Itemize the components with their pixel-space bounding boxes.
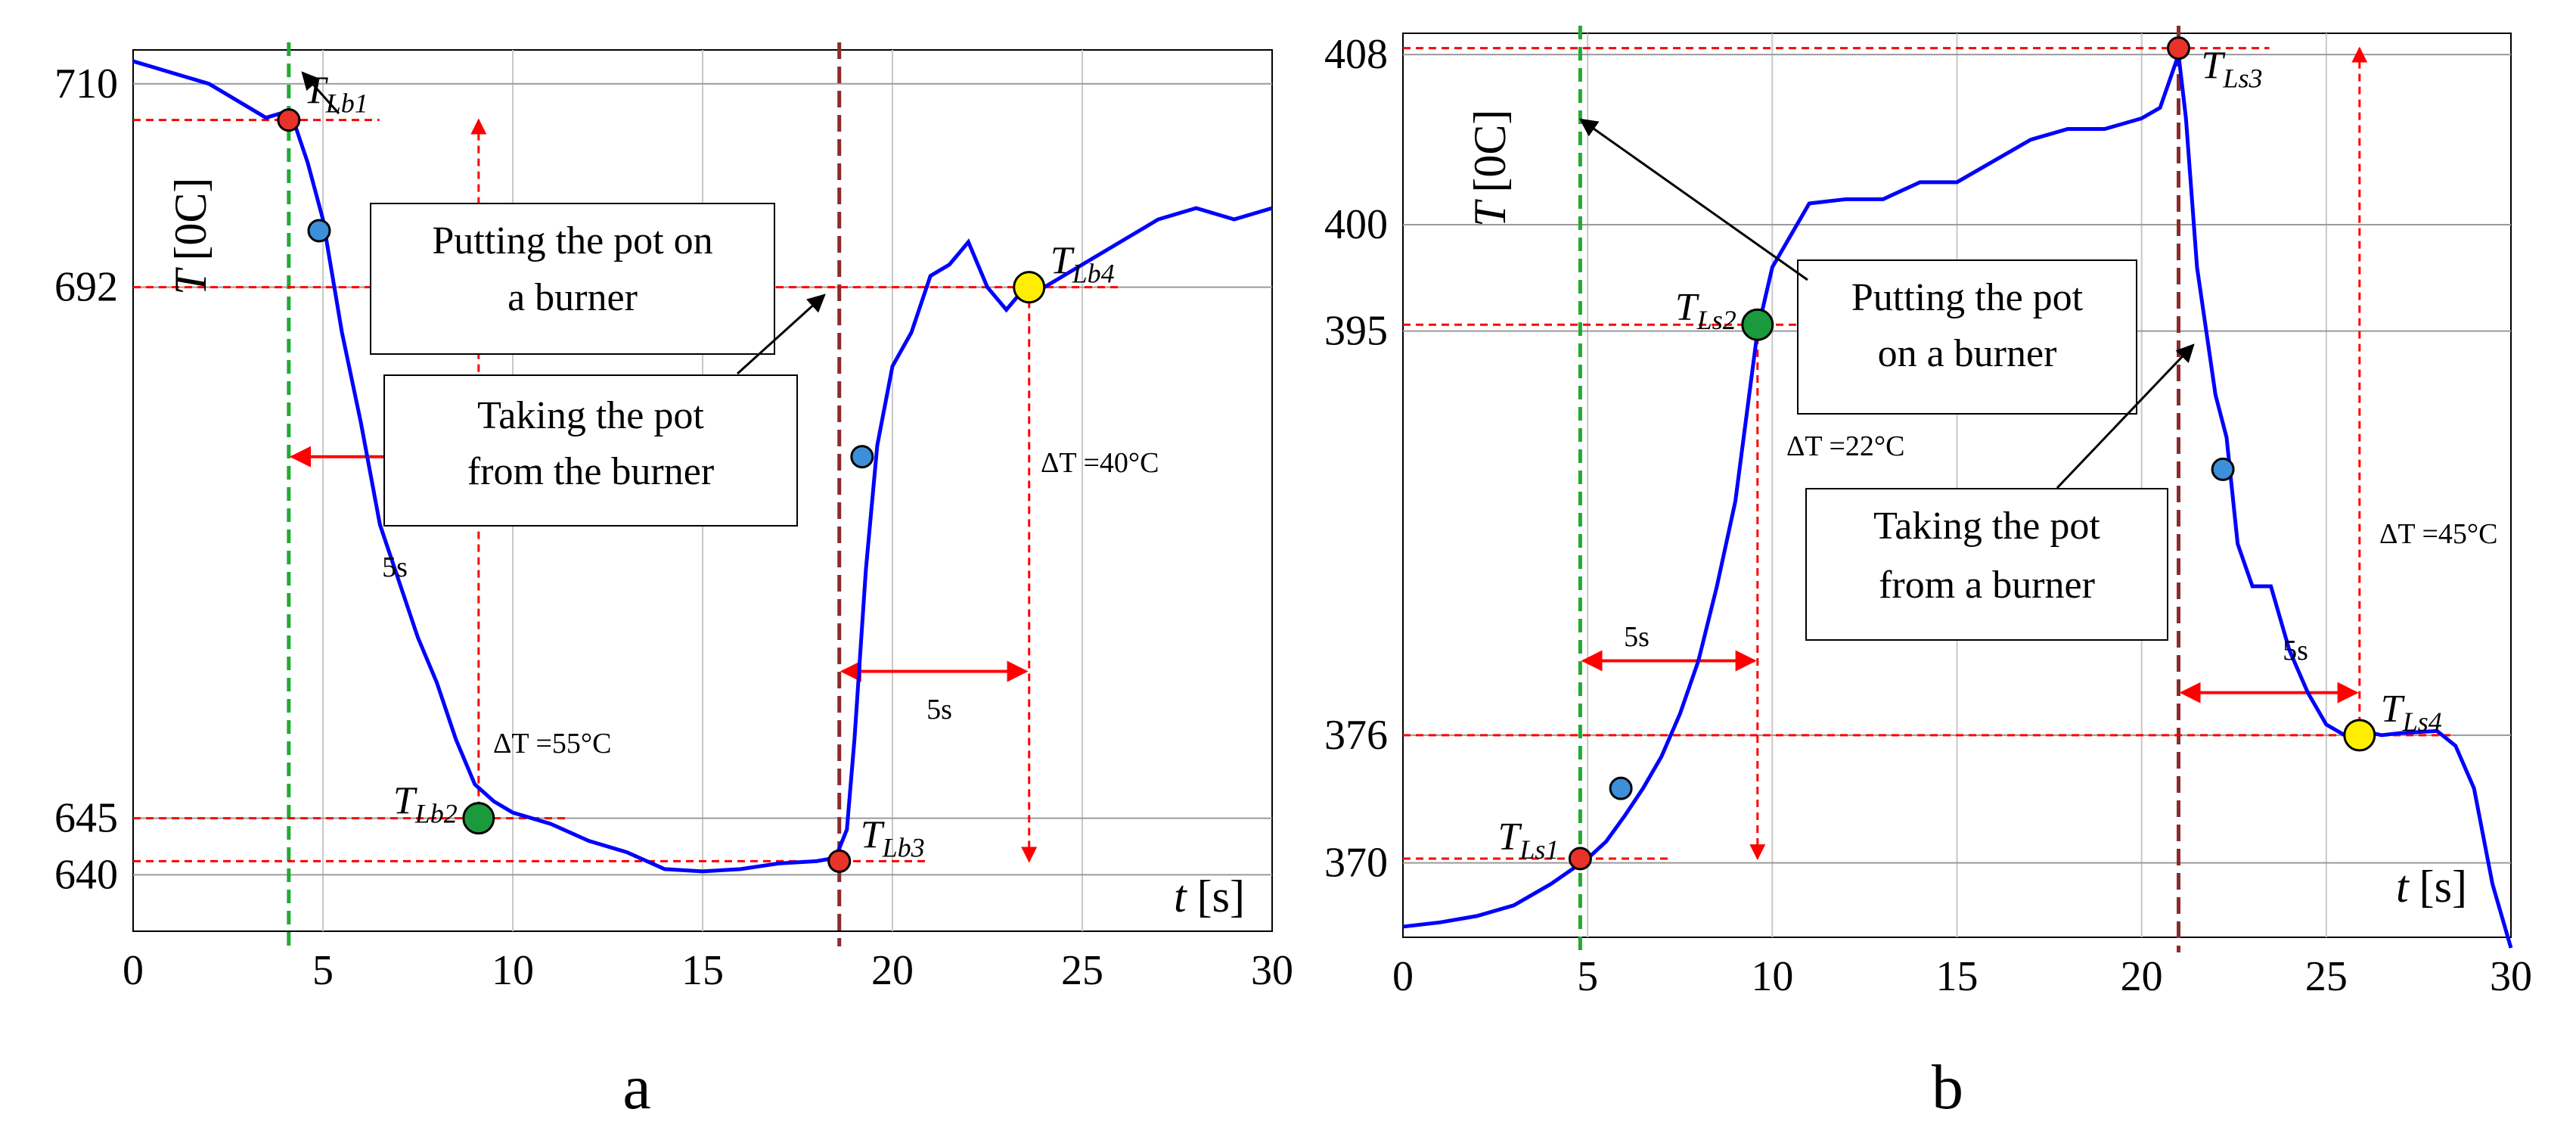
b-marker-label: TLs3 [2202,45,2263,94]
b-interval-1: 5s [1624,621,1650,653]
b-markers: TLs1 TLs2 TLs3 TLs4 [1497,36,2442,871]
svg-text:a burner: a burner [507,276,638,319]
b-panel-label: b [1932,1052,1963,1123]
a-ytick-label: 692 [54,264,118,311]
a-marker [850,445,874,469]
b-xtick-label: 20 [2121,953,2163,1000]
a-marker [1013,271,1046,304]
b-xtick-label: 10 [1751,953,1793,1000]
b-temperature-line [1402,54,2513,949]
a-xtick-label: 20 [871,947,914,994]
a-xtick-label: 0 [123,947,144,994]
a-marker [827,849,852,873]
b-marker [1741,308,1774,341]
svg-text:from the burner: from the burner [467,450,714,493]
a-marker [462,802,495,835]
a-box-taking: Taking the pot from the burner [383,374,798,527]
a-xtick-label: 15 [681,947,724,994]
b-marker-label: TLs2 [1675,286,1736,335]
b-xtick-label: 5 [1577,953,1598,1000]
b-ytick-labels: 408 400 395 376 370 [1324,31,1388,886]
a-xtick-label: 5 [312,947,334,994]
svg-text:Putting the pot on: Putting the pot on [432,219,712,263]
b-box-putting: Putting the pot on a burner [1797,259,2137,415]
b-delta-1: ΔT =22°C [1786,430,1904,462]
b-xtick-label: 25 [2305,953,2348,1000]
b-marker [1568,847,1592,871]
a-marker-label: TLb3 [861,813,925,862]
svg-text:Taking the pot: Taking the pot [477,394,704,437]
b-box-taking: Taking the pot from a burner [1805,488,2168,641]
b-ytick-label: 376 [1324,712,1388,759]
a-ytick-labels: 710 692 645 640 [54,61,118,899]
a-ylabel: T[0C] [166,178,216,295]
a-marker-label: TLb2 [393,780,458,829]
a-interval-1: 5s [382,551,408,583]
b-ytick-label: 408 [1324,31,1388,78]
a-pointer-1 [301,71,340,114]
b-delta-2: ΔT =45°C [2379,518,2497,550]
b-xtick-labels: 0 5 10 15 20 25 30 [1392,953,2532,1000]
a-xtick-label: 25 [1061,947,1103,994]
svg-text:from a burner: from a burner [1879,564,2095,607]
a-xlabel: t [s] [1174,871,1245,921]
a-ytick-label: 710 [54,61,118,107]
b-marker-label: TLs4 [2381,688,2442,737]
a-marker-label: TLb4 [1051,240,1115,289]
a-box-putting: Putting the pot on a burner [370,203,775,355]
a-ytick-label: 640 [54,851,118,898]
b-ytick-label: 370 [1324,840,1388,887]
b-marker [1609,776,1633,800]
a-marker [277,108,301,132]
b-xtick-label: 15 [1936,953,1979,1000]
svg-text:Taking the pot: Taking the pot [1873,505,2100,548]
a-marker [307,219,331,243]
b-xtick-label: 30 [2490,953,2532,1000]
svg-text:on a burner: on a burner [1878,332,2057,375]
panel-b: TLs1 TLs2 TLs3 TLs4 0 5 10 15 20 25 30 408 400 395 3… [1324,26,2532,1123]
a-interval-2: 5s [926,694,952,725]
b-ytick-label: 400 [1324,201,1388,248]
b-xlabel: t [s] [2396,862,2467,912]
a-delta-2: ΔT =40°C [1041,447,1159,479]
svg-text:Putting the pot: Putting the pot [1851,276,2084,319]
b-pointer-2 [2056,343,2195,489]
b-marker [2343,719,2376,752]
a-xtick-label: 30 [1251,947,1293,994]
a-delta-1: ΔT =55°C [493,728,611,760]
b-guides [1403,26,2450,952]
b-ylabel: T[0C] [1465,110,1515,227]
a-ytick-label: 645 [54,795,118,842]
a-xtick-label: 10 [492,947,534,994]
b-pointer-1 [1579,118,1808,281]
b-marker-label: TLs1 [1497,815,1559,865]
a-pointer-2 [736,294,826,375]
b-xtick-label: 0 [1392,953,1414,1000]
b-interval-2: 5s [2283,635,2308,666]
a-panel-label: a [622,1052,650,1123]
b-ytick-label: 395 [1324,308,1388,355]
b-marker [2211,457,2235,481]
a-temperature-line [132,59,1273,874]
a-gridlines [133,50,1272,931]
a-xtick-labels: 0 5 10 15 20 25 30 [123,947,1293,994]
b-marker [2167,36,2190,61]
